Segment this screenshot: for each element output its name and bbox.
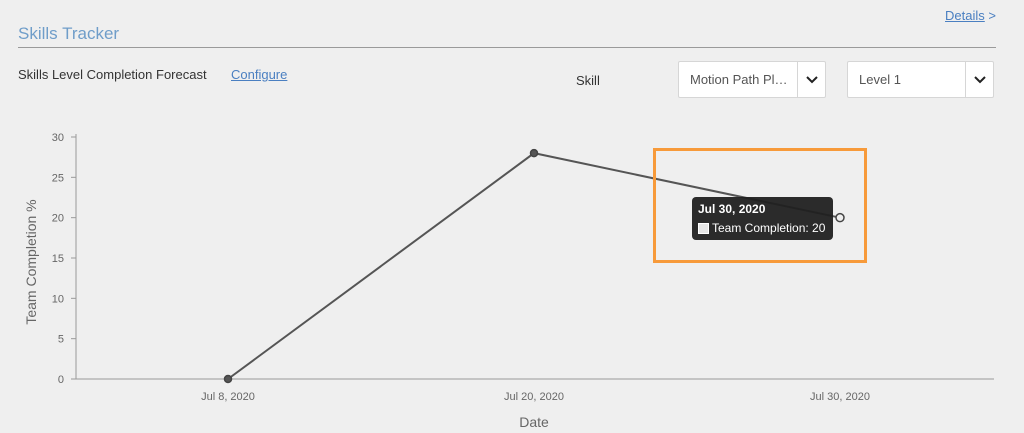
y-tick-label: 30 [52, 132, 64, 144]
y-tick-label: 0 [58, 374, 64, 386]
y-tick-label: 20 [52, 213, 64, 225]
x-tick-label: Jul 8, 2020 [201, 391, 255, 403]
x-tick-label: Jul 30, 2020 [810, 391, 870, 403]
chevron-down-icon[interactable] [797, 62, 825, 97]
highlight-box [653, 148, 867, 263]
data-point[interactable] [529, 148, 539, 158]
tooltip-row: Team Completion: 20 [698, 220, 827, 236]
skill-label: Skill [576, 73, 600, 88]
chart-tooltip: Jul 30, 2020 Team Completion: 20 [692, 197, 833, 240]
data-points [223, 148, 845, 384]
y-axis-label: Team Completion % [23, 199, 39, 324]
x-tick-label: Jul 20, 2020 [504, 391, 564, 403]
y-tick-label: 5 [58, 334, 64, 346]
details-link[interactable]: Details > [945, 8, 996, 23]
x-axis-label: Date [519, 414, 549, 430]
chevron-right-icon: > [988, 8, 996, 23]
level-select[interactable]: Level 1 [847, 61, 994, 98]
skill-select[interactable]: Motion Path Pl… [678, 61, 826, 98]
data-point[interactable] [223, 374, 233, 384]
skill-select-value: Motion Path Pl… [690, 72, 788, 87]
x-axis-ticks: Jul 8, 2020 Jul 20, 2020 Jul 30, 2020 [201, 391, 870, 403]
chevron-down-icon[interactable] [965, 62, 993, 97]
forecast-label: Skills Level Completion Forecast [18, 67, 207, 82]
title-divider [18, 47, 996, 48]
page-title: Skills Tracker [18, 24, 120, 43]
tooltip-title: Jul 30, 2020 [698, 202, 766, 216]
configure-link[interactable]: Configure [231, 67, 288, 82]
y-tick-label: 25 [52, 172, 64, 184]
y-tick-label: 10 [52, 293, 64, 305]
data-point[interactable] [835, 212, 845, 223]
details-link-label: Details [945, 8, 985, 23]
y-tick-label: 15 [52, 253, 64, 265]
tooltip-value: Team Completion: 20 [712, 221, 826, 235]
series-swatch [698, 222, 709, 234]
level-select-value: Level 1 [859, 72, 901, 87]
y-axis-ticks: 0 5 10 15 20 25 30 [52, 132, 76, 386]
